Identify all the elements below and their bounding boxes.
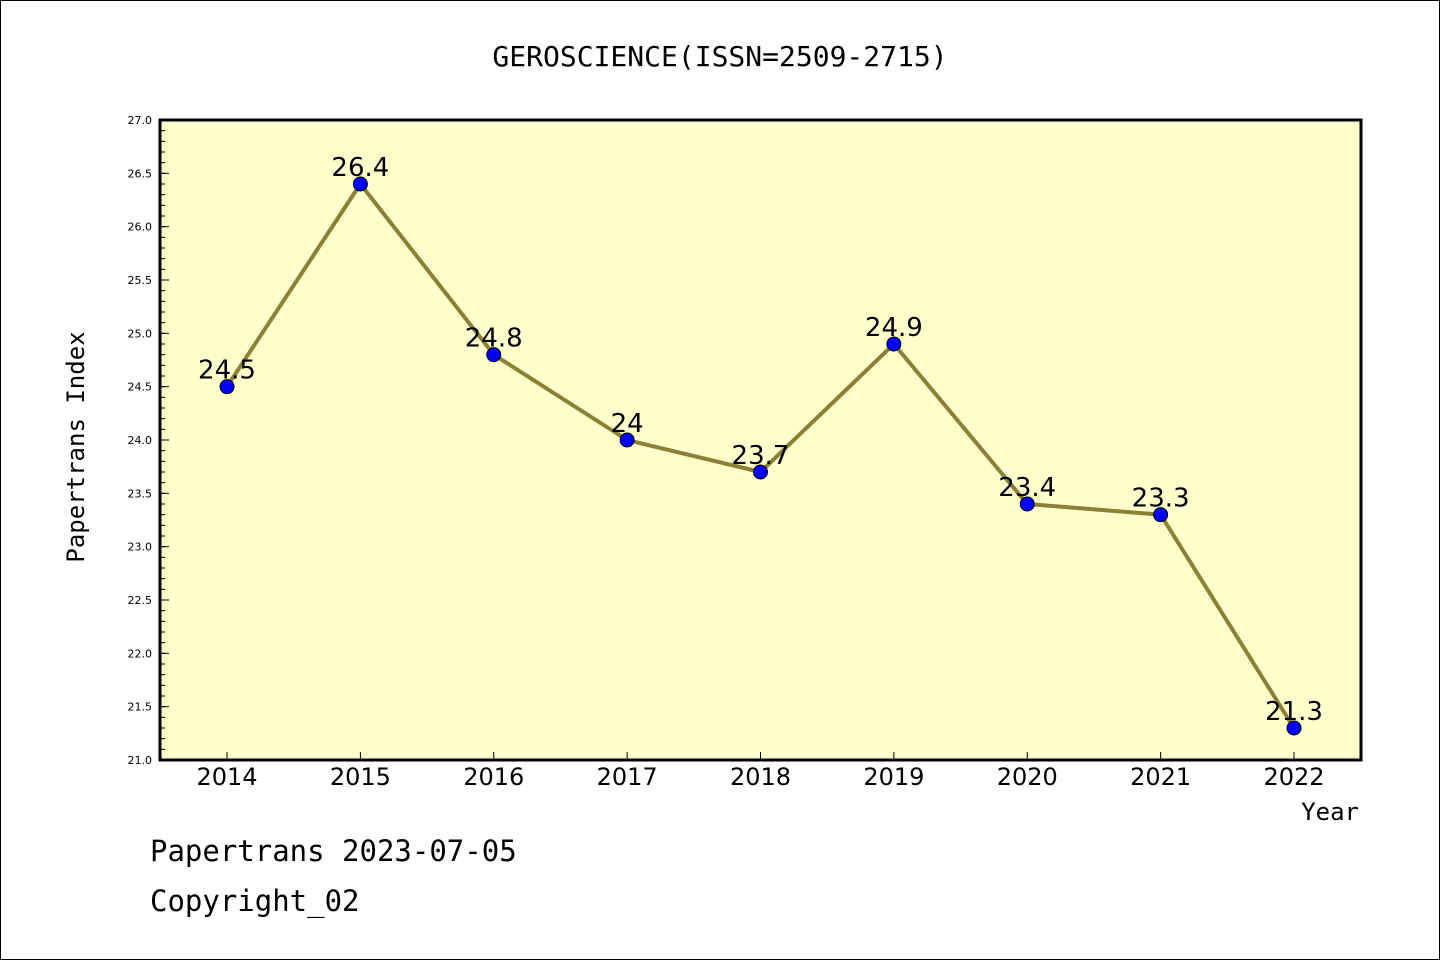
data-point: [219, 379, 235, 395]
y-axis-title: Papertrans Index: [62, 331, 90, 562]
data-label: 24.8: [465, 324, 523, 354]
data-label: 26.4: [331, 153, 389, 183]
x-tick-label: 2017: [597, 763, 658, 791]
data-label: 23.4: [998, 473, 1056, 503]
y-tick-label: 24.0: [128, 434, 153, 447]
data-label: 24.5: [198, 356, 256, 386]
y-tick-label: 24.5: [128, 381, 153, 394]
x-axis: 2014 2015 2016 2017 2018 2019 2020 2021 2022: [196, 752, 1325, 791]
data-label: 23.7: [732, 441, 790, 471]
data-point: [352, 176, 368, 192]
data-point: [486, 347, 502, 363]
y-tick-label: 23.0: [128, 541, 153, 554]
data-point: [1286, 720, 1302, 736]
x-tick-label: 2020: [997, 763, 1058, 791]
chart-title: GEROSCIENCE(ISSN=2509-2715): [492, 40, 947, 73]
x-axis-title: Year: [1301, 798, 1359, 826]
y-tick-label: 27.0: [128, 114, 153, 127]
data-label: 24.9: [865, 313, 923, 343]
y-tick-label: 22.5: [128, 594, 153, 607]
y-tick-label: 26.5: [128, 167, 153, 180]
y-tick-label: 22.0: [128, 647, 153, 660]
x-tick-label: 2022: [1263, 763, 1324, 791]
x-tick-label: 2018: [730, 763, 791, 791]
x-tick-label: 2014: [196, 763, 257, 791]
y-tick-label: 21.5: [128, 701, 153, 714]
y-tick-label: 26.0: [128, 221, 153, 234]
data-label: 21.3: [1265, 697, 1323, 727]
data-point: [886, 336, 902, 352]
x-tick-label: 2016: [463, 763, 524, 791]
data-point: [1019, 496, 1035, 512]
x-tick-label: 2015: [330, 763, 391, 791]
y-axis: 21.0 21.5 22.0 22.5 23.0 23.5 24.0 24.5 25.0 25.5…: [128, 114, 169, 767]
x-tick-label: 2019: [863, 763, 924, 791]
series-layer: 24.5 26.4 24.8 24 23.7 24.9 23.4 23.3 21.3: [198, 153, 1323, 736]
footer-date: Papertrans 2023-07-05: [150, 834, 517, 868]
footer-copyright: Copyright_02: [150, 884, 360, 918]
y-tick-label: 25.0: [128, 327, 153, 340]
y-tick-label: 21.0: [128, 754, 153, 767]
plot-area: [158, 118, 1363, 762]
y-tick-label: 25.5: [128, 274, 153, 287]
data-point: [619, 432, 635, 448]
data-label: 23.3: [1132, 484, 1190, 514]
data-point: [1153, 507, 1169, 523]
y-tick-label: 23.5: [128, 487, 153, 500]
x-tick-label: 2021: [1130, 763, 1191, 791]
data-label: 24: [611, 409, 644, 439]
data-point: [753, 464, 768, 480]
